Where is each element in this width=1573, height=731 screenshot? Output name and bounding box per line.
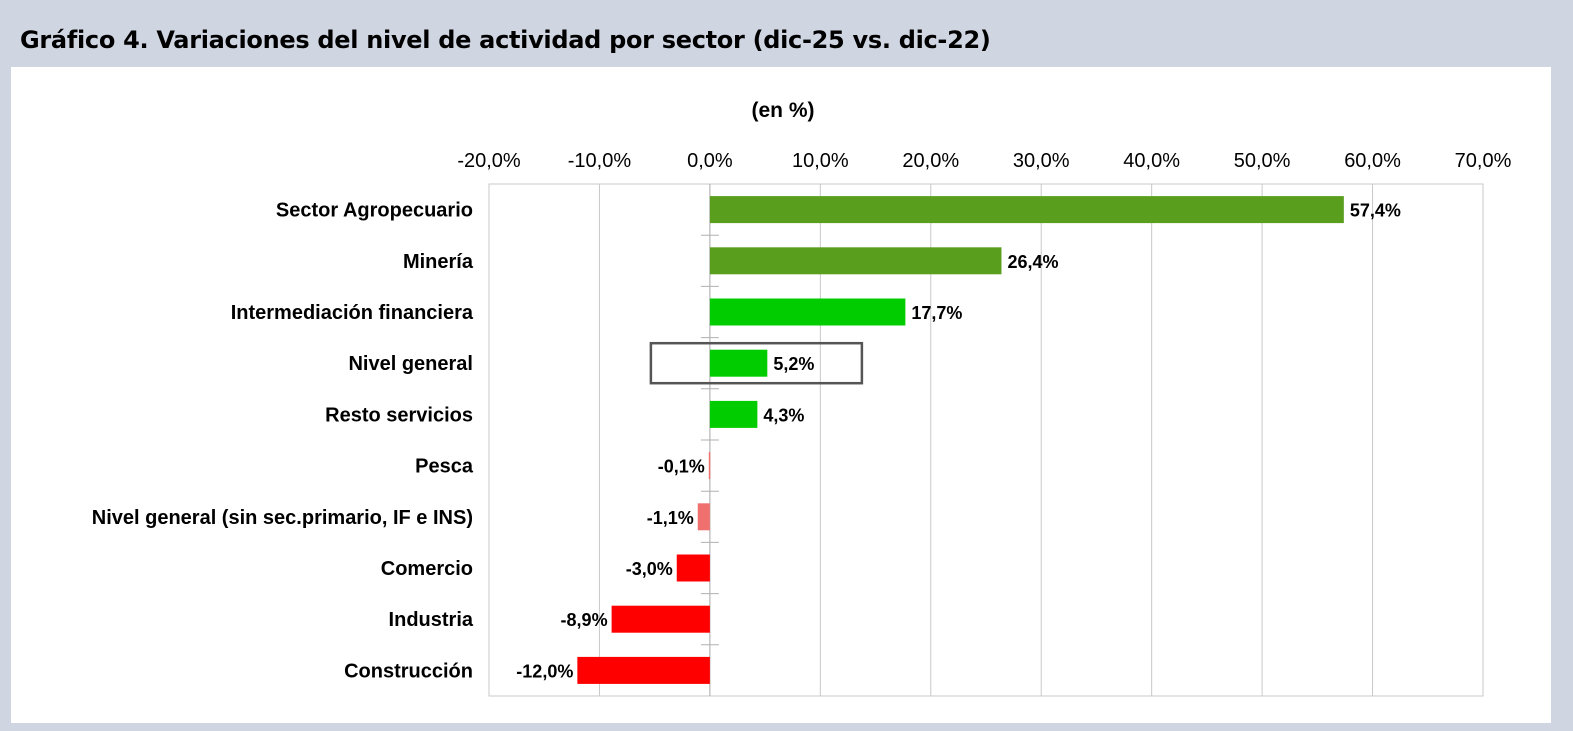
highlight-box (649, 341, 864, 385)
x-tick-label: 20,0% (902, 150, 959, 172)
bar (709, 196, 1344, 224)
data-label: -12,0% (516, 661, 573, 681)
x-tick-label: -20,0% (457, 150, 521, 172)
data-label: 4,3% (763, 405, 804, 425)
x-tick-label: 0,0% (687, 150, 733, 172)
bar (709, 349, 768, 377)
bar (697, 503, 710, 531)
category-label: Intermediación financiera (231, 302, 474, 324)
data-label: -3,0% (626, 559, 673, 579)
category-label: Comercio (381, 558, 473, 580)
bar (709, 247, 1002, 275)
category-label: Nivel general (sin sec.primario, IF e IN… (92, 507, 473, 529)
category-label: Pesca (415, 456, 474, 478)
label-layer: -20,0% -10,0% 0,0% 10,0% 20,0% 30,0% 40,0% 50,0… (92, 150, 1512, 682)
category-label: Minería (403, 251, 474, 273)
data-label: 17,7% (911, 303, 962, 323)
data-label: 26,4% (1007, 252, 1058, 272)
bar-layer (577, 196, 1344, 684)
x-tick-label: 50,0% (1234, 150, 1291, 172)
x-tick-label: 30,0% (1013, 150, 1070, 172)
bar (709, 400, 758, 428)
data-label: 57,4% (1350, 201, 1401, 221)
data-label: -1,1% (647, 508, 694, 528)
category-label: Resto servicios (325, 404, 473, 426)
data-label: -8,9% (561, 610, 608, 630)
x-tick-label: 40,0% (1123, 150, 1180, 172)
data-label: -0,1% (658, 457, 705, 477)
bar-chart: -20,0% -10,0% 0,0% 10,0% 20,0% 30,0% 40,0% 50,0… (92, 99, 1512, 697)
category-label: Nivel general (348, 353, 473, 375)
category-label: Industria (389, 609, 474, 631)
bar (709, 298, 906, 326)
x-tick-label: 10,0% (792, 150, 849, 172)
category-label: Sector Agropecuario (276, 200, 473, 222)
bar (708, 452, 711, 480)
chart-subtitle: (en %) (752, 99, 815, 122)
chart-title: Gráfico 4. Variaciones del nivel de acti… (20, 26, 991, 54)
x-tick-label: 70,0% (1455, 150, 1512, 172)
x-tick-label: -10,0% (568, 150, 632, 172)
x-tick-label: 60,0% (1344, 150, 1401, 172)
category-label: Construcción (344, 660, 473, 682)
bar (577, 656, 710, 684)
chart-panel: -20,0% -10,0% 0,0% 10,0% 20,0% 30,0% 40,0% 50,0… (11, 67, 1551, 723)
bar (611, 605, 710, 633)
data-label: 5,2% (773, 354, 814, 374)
bar (676, 554, 710, 582)
